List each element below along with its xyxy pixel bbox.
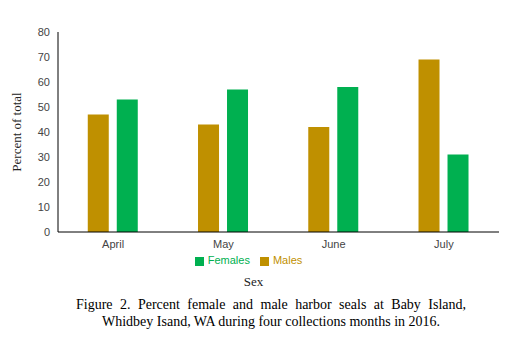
svg-text:June: June (322, 238, 346, 250)
svg-text:Percent of total: Percent of total (9, 92, 24, 172)
html-text:Sex: Sex (243, 274, 264, 289)
svg-text:10: 10 (38, 201, 50, 213)
svg-text:70: 70 (38, 51, 50, 63)
svg-text:20: 20 (38, 176, 50, 188)
svg-text:July: July (434, 238, 454, 250)
svg-text:0: 0 (44, 226, 50, 238)
html-text:Figure 2. Percent female and m: Figure 2. Percent female and male harbor… (76, 297, 466, 329)
svg-text:80: 80 (38, 26, 50, 38)
svg-text:30: 30 (38, 151, 50, 163)
svg-text:April: April (102, 238, 124, 250)
svg-text:50: 50 (38, 101, 50, 113)
html-text:Males: Males (272, 254, 303, 266)
svg-text:60: 60 (38, 76, 50, 88)
svg-text:May: May (213, 238, 234, 250)
html-text:Females: Females (207, 254, 250, 266)
svg-text:40: 40 (38, 126, 50, 138)
